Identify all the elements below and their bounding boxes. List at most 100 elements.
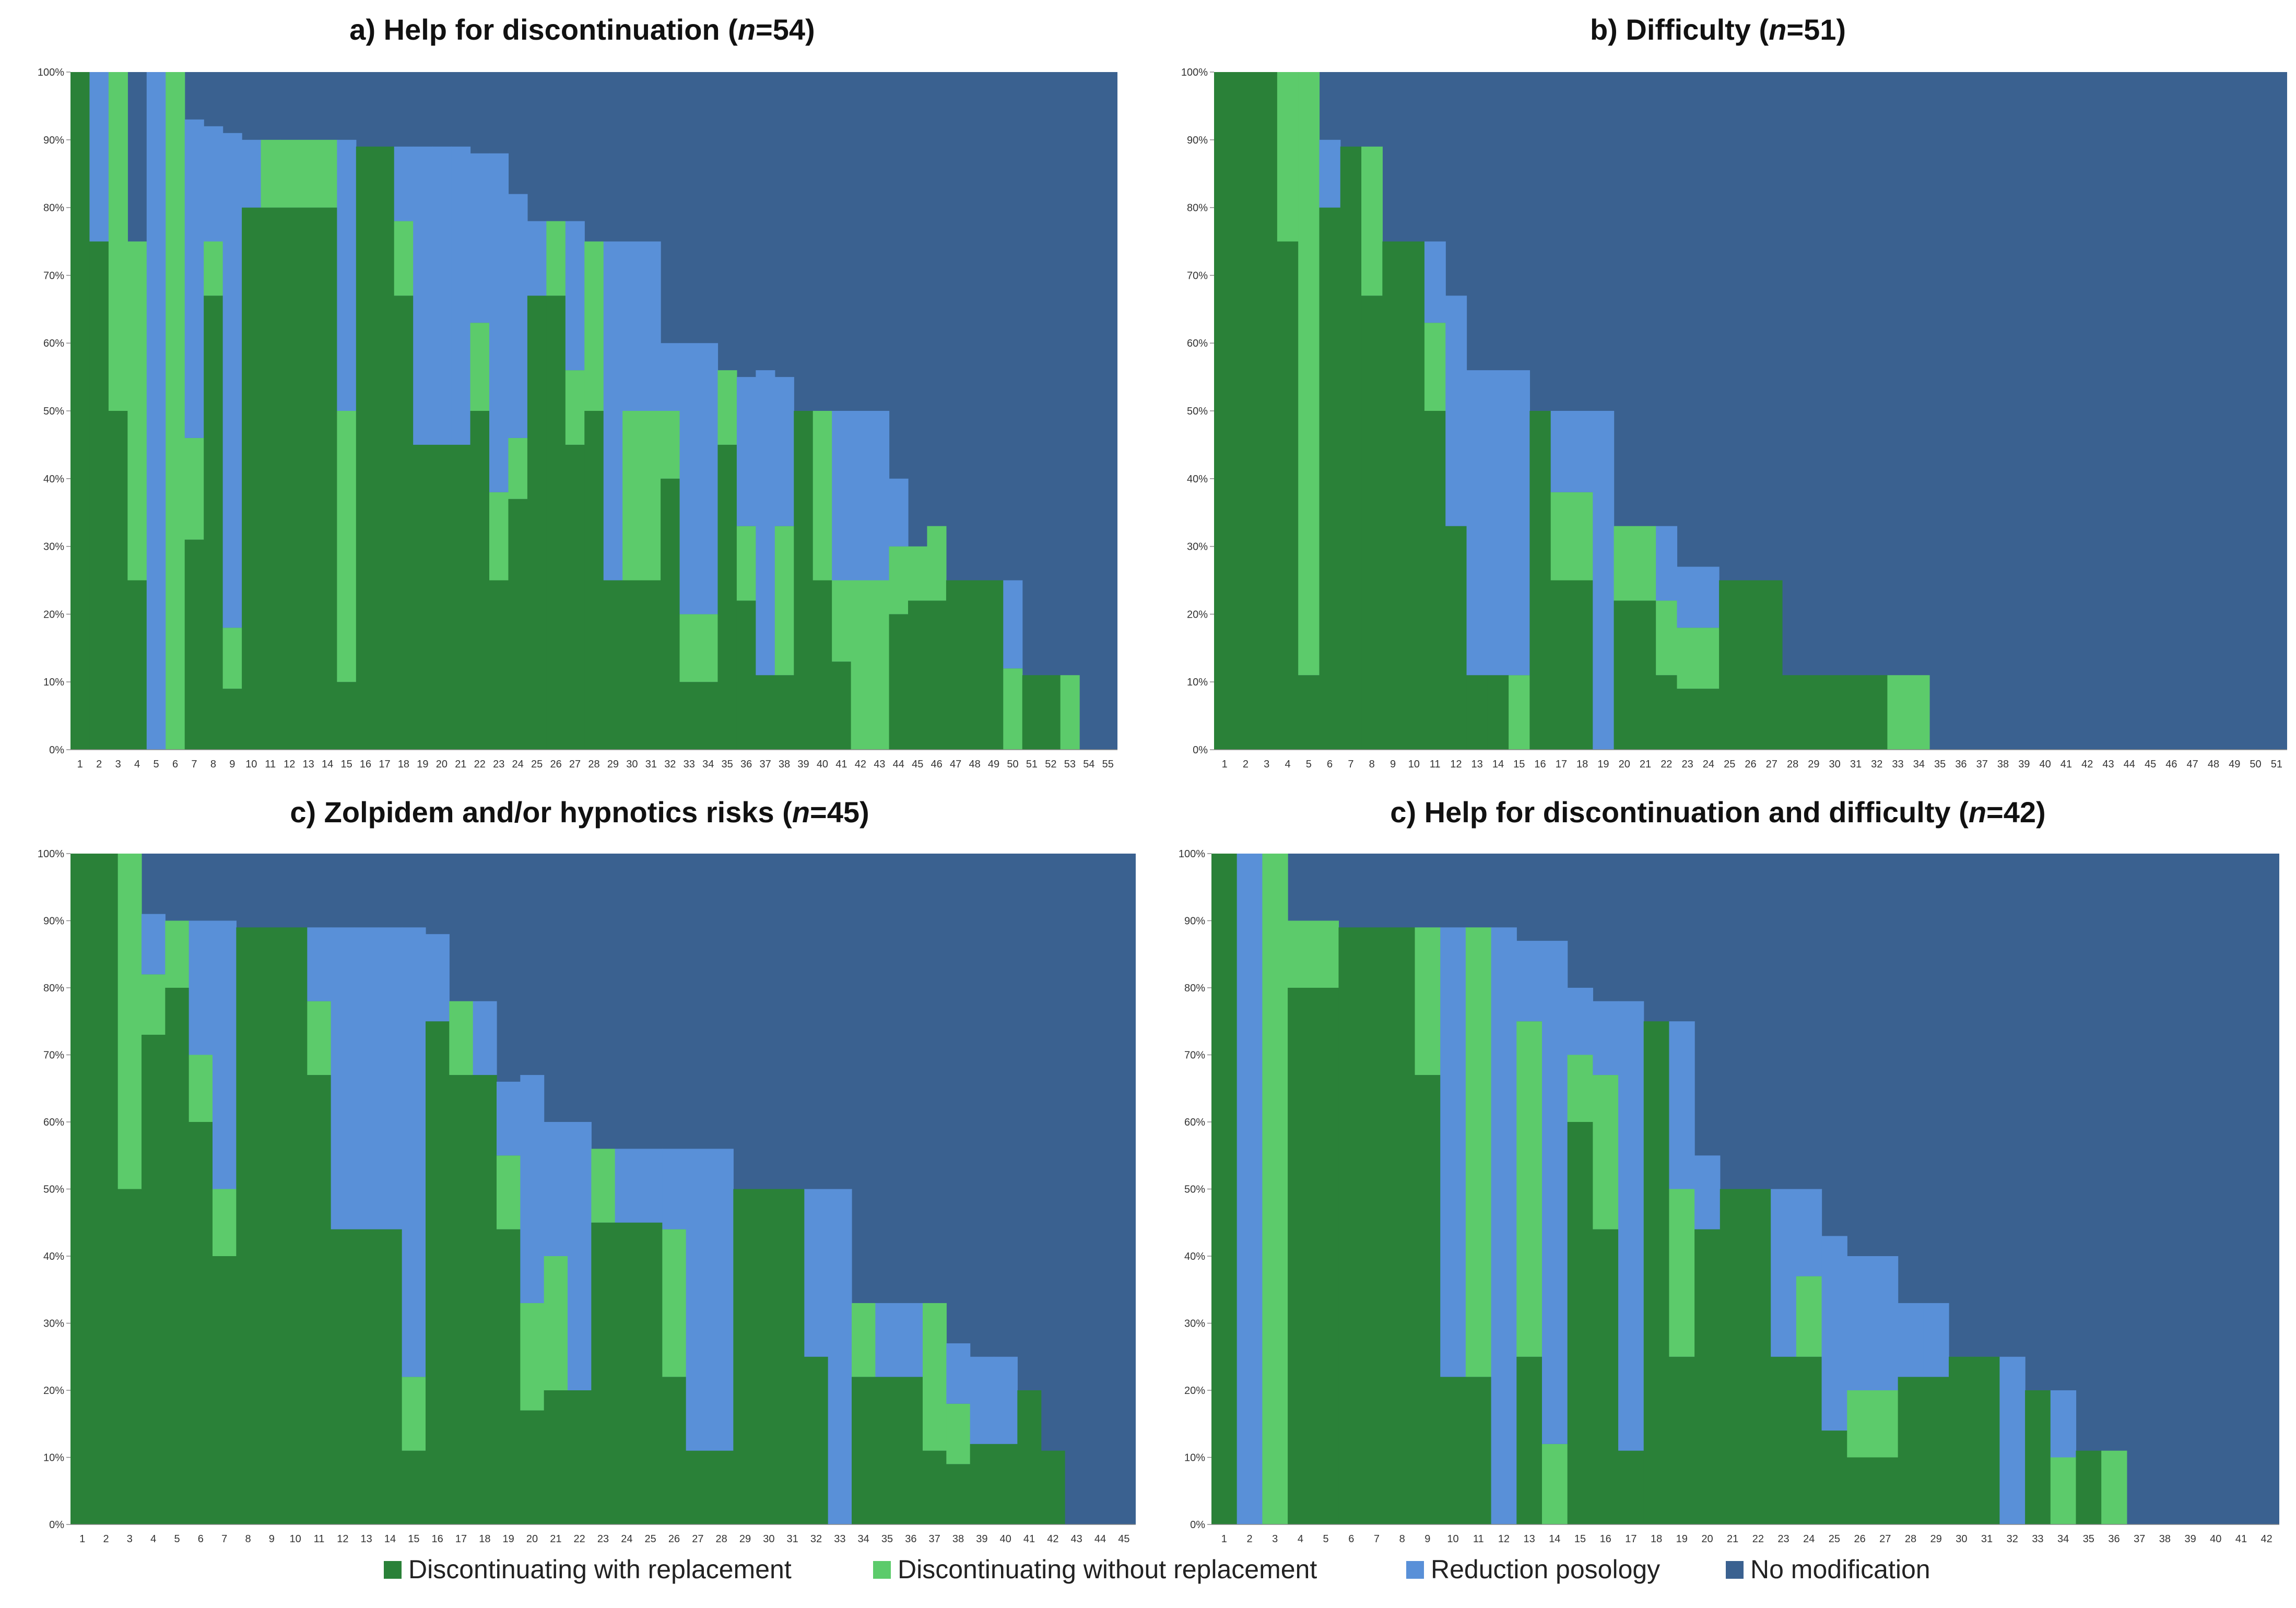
bar-with-replacement-2	[94, 854, 119, 1524]
bar-with-replacement-39	[970, 1444, 994, 1524]
x-tick-label: 5	[153, 759, 159, 770]
x-tick-label: 18	[479, 1533, 490, 1545]
bar-with-replacement-11	[307, 1075, 332, 1524]
y-tick-label: 100%	[1179, 848, 1205, 860]
chart-panel-b: b) Difficulty (n=51) 0% 10% 20% 30% 40% 50% 60…	[1181, 13, 2287, 770]
bar-reduction-posology-33	[679, 343, 699, 614]
bar-with-replacement-30	[757, 1189, 781, 1524]
x-tick-label: 38	[779, 759, 790, 770]
bar-with-replacement-36	[899, 1377, 923, 1524]
x-tick-label: 5	[1306, 759, 1312, 770]
y-tick-label: 30%	[1184, 1318, 1205, 1330]
x-tick-label: 22	[1752, 1533, 1764, 1545]
bar-with-replacement-22	[470, 411, 490, 750]
x-tick-label: 33	[684, 759, 695, 770]
y-tick-label: 60%	[1187, 338, 1208, 349]
bar-with-replacement-5	[1313, 988, 1339, 1524]
bar-with-replacement-29	[733, 1189, 758, 1524]
bar-without-replacement-22	[470, 323, 490, 411]
bar-with-replacement-48	[965, 580, 985, 750]
bar-reduction-posology-19	[1669, 1021, 1695, 1189]
bar-without-replacement-53	[1060, 675, 1080, 750]
bar-with-replacement-7	[1364, 927, 1390, 1524]
x-tick-label: 18	[398, 759, 409, 770]
x-tick-label: 38	[2159, 1533, 2171, 1545]
x-tick-label: 8	[1369, 759, 1375, 770]
bar-reduction-posology-28	[710, 1149, 734, 1451]
bar-reduction-posology-19	[413, 146, 433, 445]
x-tick-label: 8	[245, 1533, 251, 1545]
bar-without-replacement-11	[261, 139, 280, 208]
bar-reduction-posology-12	[1491, 927, 1517, 1524]
bar-reduction-posology-18	[394, 146, 414, 221]
bar-with-replacement-47	[946, 580, 966, 750]
x-tick-label: 9	[269, 1533, 275, 1545]
bar-with-replacement-7	[213, 1256, 237, 1524]
x-tick-label: 3	[1264, 759, 1269, 770]
x-tick-label: 33	[834, 1533, 845, 1545]
x-tick-label: 21	[1727, 1533, 1738, 1545]
x-tick-label: 4	[134, 759, 140, 770]
bar-with-replacement-23	[591, 1222, 616, 1524]
bar-without-replacement-21	[1634, 526, 1656, 601]
bar-with-replacement-15	[337, 682, 357, 750]
bar-reduction-posology-30	[622, 241, 642, 411]
x-tick-label: 12	[1450, 759, 1462, 770]
bar-without-replacement-6	[166, 72, 185, 750]
bar-with-replacement-51	[1022, 675, 1042, 750]
y-tick-label: 50%	[1184, 1184, 1205, 1196]
bar-with-replacement-16	[356, 146, 375, 750]
x-tick-label: 32	[810, 1533, 822, 1545]
y-tick-label: 50%	[43, 406, 64, 417]
x-tick-label: 47	[2187, 759, 2198, 770]
x-tick-label: 44	[1094, 1533, 1106, 1545]
bar-with-replacement-11	[1424, 411, 1446, 750]
x-tick-label: 8	[1399, 1533, 1405, 1545]
y-tick-label: 0%	[49, 744, 64, 756]
bar-with-replacement-27	[1872, 1457, 1899, 1524]
bar-without-replacement-11	[307, 1001, 332, 1075]
bar-with-replacement-22	[1745, 1189, 1771, 1524]
bar-reduction-posology-17	[1550, 411, 1572, 492]
bar-reduction-posology-19	[497, 1081, 521, 1156]
x-tick-label: 39	[2018, 759, 2030, 770]
bar-without-replacement-8	[204, 241, 223, 296]
y-tick-label: 70%	[43, 270, 64, 281]
x-tick-label: 27	[1879, 1533, 1891, 1545]
x-tick-label: 23	[1777, 1533, 1789, 1545]
x-tick-label: 34	[858, 1533, 869, 1545]
x-tick-label: 21	[1640, 759, 1651, 770]
bar-with-replacement-1	[70, 854, 95, 1524]
bar-reduction-posology-13	[1516, 941, 1543, 1022]
bar-with-replacement-5	[1298, 675, 1320, 750]
bar-with-replacement-18	[1643, 1021, 1670, 1524]
x-tick-label: 48	[2208, 759, 2219, 770]
x-tick-label: 10	[1447, 1533, 1458, 1545]
bar-reduction-posology-21	[451, 146, 471, 445]
x-tick-label: 7	[191, 759, 197, 770]
x-tick-label: 16	[432, 1533, 443, 1545]
bar-with-replacement-19	[1669, 1356, 1695, 1524]
bar-with-replacement-23	[1677, 689, 1699, 750]
x-tick-label: 17	[1556, 759, 1567, 770]
chart-panel-d: c) Help for discontinuation and difficul…	[1179, 796, 2279, 1545]
x-tick-label: 31	[1981, 1533, 1993, 1545]
bar-reduction-posology-22	[470, 153, 490, 323]
bar-reduction-posology-11	[1424, 241, 1446, 323]
bar-reduction-posology-4	[142, 914, 166, 975]
bar-reduction-posology-40	[994, 1356, 1018, 1444]
bar-without-replacement-15	[1567, 1055, 1593, 1122]
bar-without-replacement-13	[299, 139, 319, 208]
x-tick-label: 50	[2250, 759, 2261, 770]
bar-without-replacement-33	[679, 614, 699, 682]
y-tick-label: 60%	[43, 1117, 64, 1128]
y-tick-label: 70%	[1187, 270, 1208, 281]
bar-reduction-posology-6	[189, 920, 213, 1055]
x-tick-label: 51	[1026, 759, 1038, 770]
x-tick-label: 19	[417, 759, 428, 770]
x-tick-label: 1	[77, 759, 83, 770]
bar-without-replacement-3	[117, 854, 142, 1189]
x-tick-label: 35	[2083, 1533, 2094, 1545]
x-tick-label: 30	[626, 759, 638, 770]
bar-reduction-posology-13	[355, 927, 379, 1229]
